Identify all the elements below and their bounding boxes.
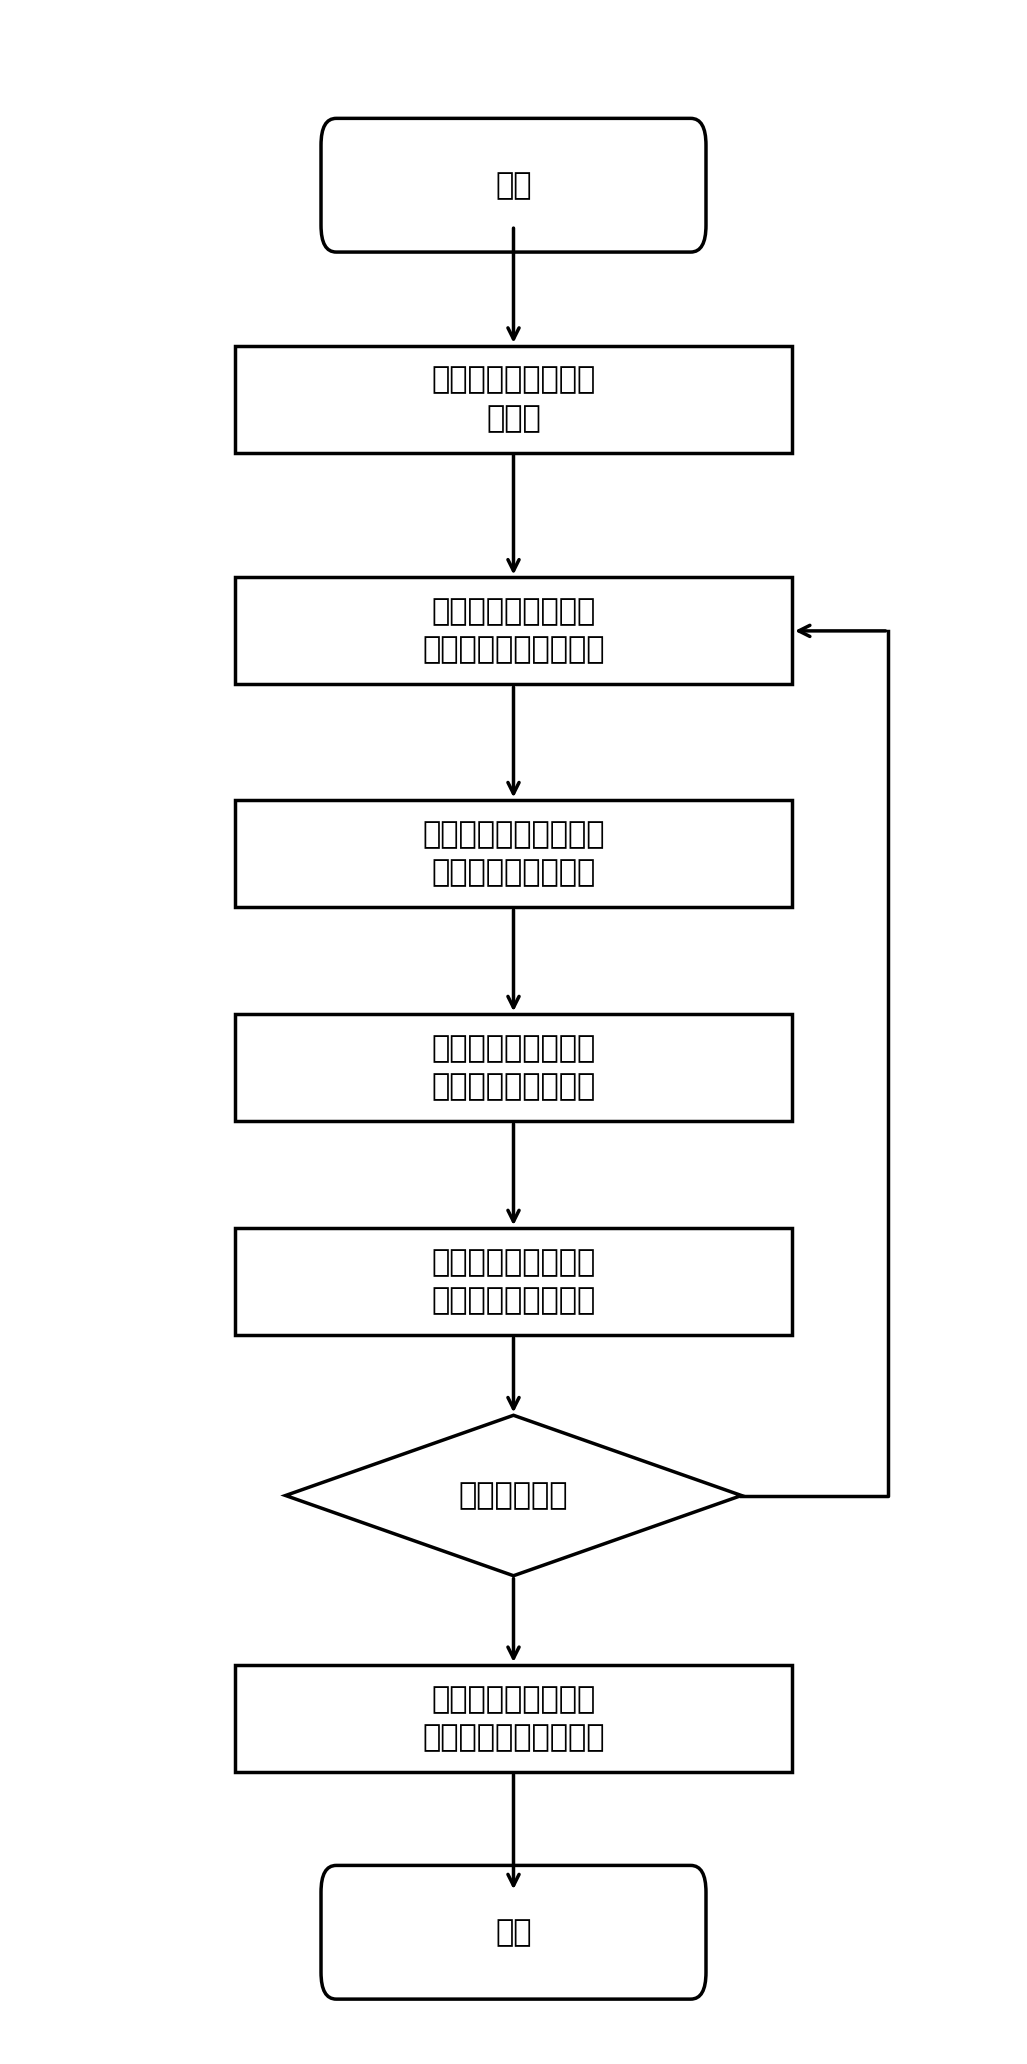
Text: 更新禁忌表并保留当
次迭代的最优解路线: 更新禁忌表并保留当 次迭代的最优解路线 — [431, 1034, 596, 1102]
FancyBboxPatch shape — [235, 801, 792, 908]
FancyBboxPatch shape — [235, 1013, 792, 1121]
Text: 每只蚂蚁通过概率函数
完成各自的周游任务: 每只蚂蚁通过概率函数 完成各自的周游任务 — [422, 819, 605, 888]
FancyBboxPatch shape — [235, 1666, 792, 1771]
Text: 开始: 开始 — [495, 171, 532, 200]
FancyBboxPatch shape — [321, 1866, 706, 2000]
Polygon shape — [286, 1416, 741, 1575]
Text: 满足终止条件: 满足终止条件 — [459, 1482, 568, 1511]
Text: 分配每只蚂蚁的起始
点，并确定初始信息素: 分配每只蚂蚁的起始 点，并确定初始信息素 — [422, 596, 605, 665]
Text: 输出优化后的最佳路
线，并且将禁忌表清零: 输出优化后的最佳路 线，并且将禁忌表清零 — [422, 1684, 605, 1752]
FancyBboxPatch shape — [235, 578, 792, 685]
Text: 变量初始化，生成蚁
群数量: 变量初始化，生成蚁 群数量 — [431, 365, 596, 433]
FancyBboxPatch shape — [235, 1228, 792, 1335]
Text: 结束: 结束 — [495, 1917, 532, 1946]
FancyBboxPatch shape — [235, 345, 792, 452]
FancyBboxPatch shape — [321, 118, 706, 252]
Text: 更新全局信息素，并
保留全局最优解路线: 更新全局信息素，并 保留全局最优解路线 — [431, 1249, 596, 1315]
